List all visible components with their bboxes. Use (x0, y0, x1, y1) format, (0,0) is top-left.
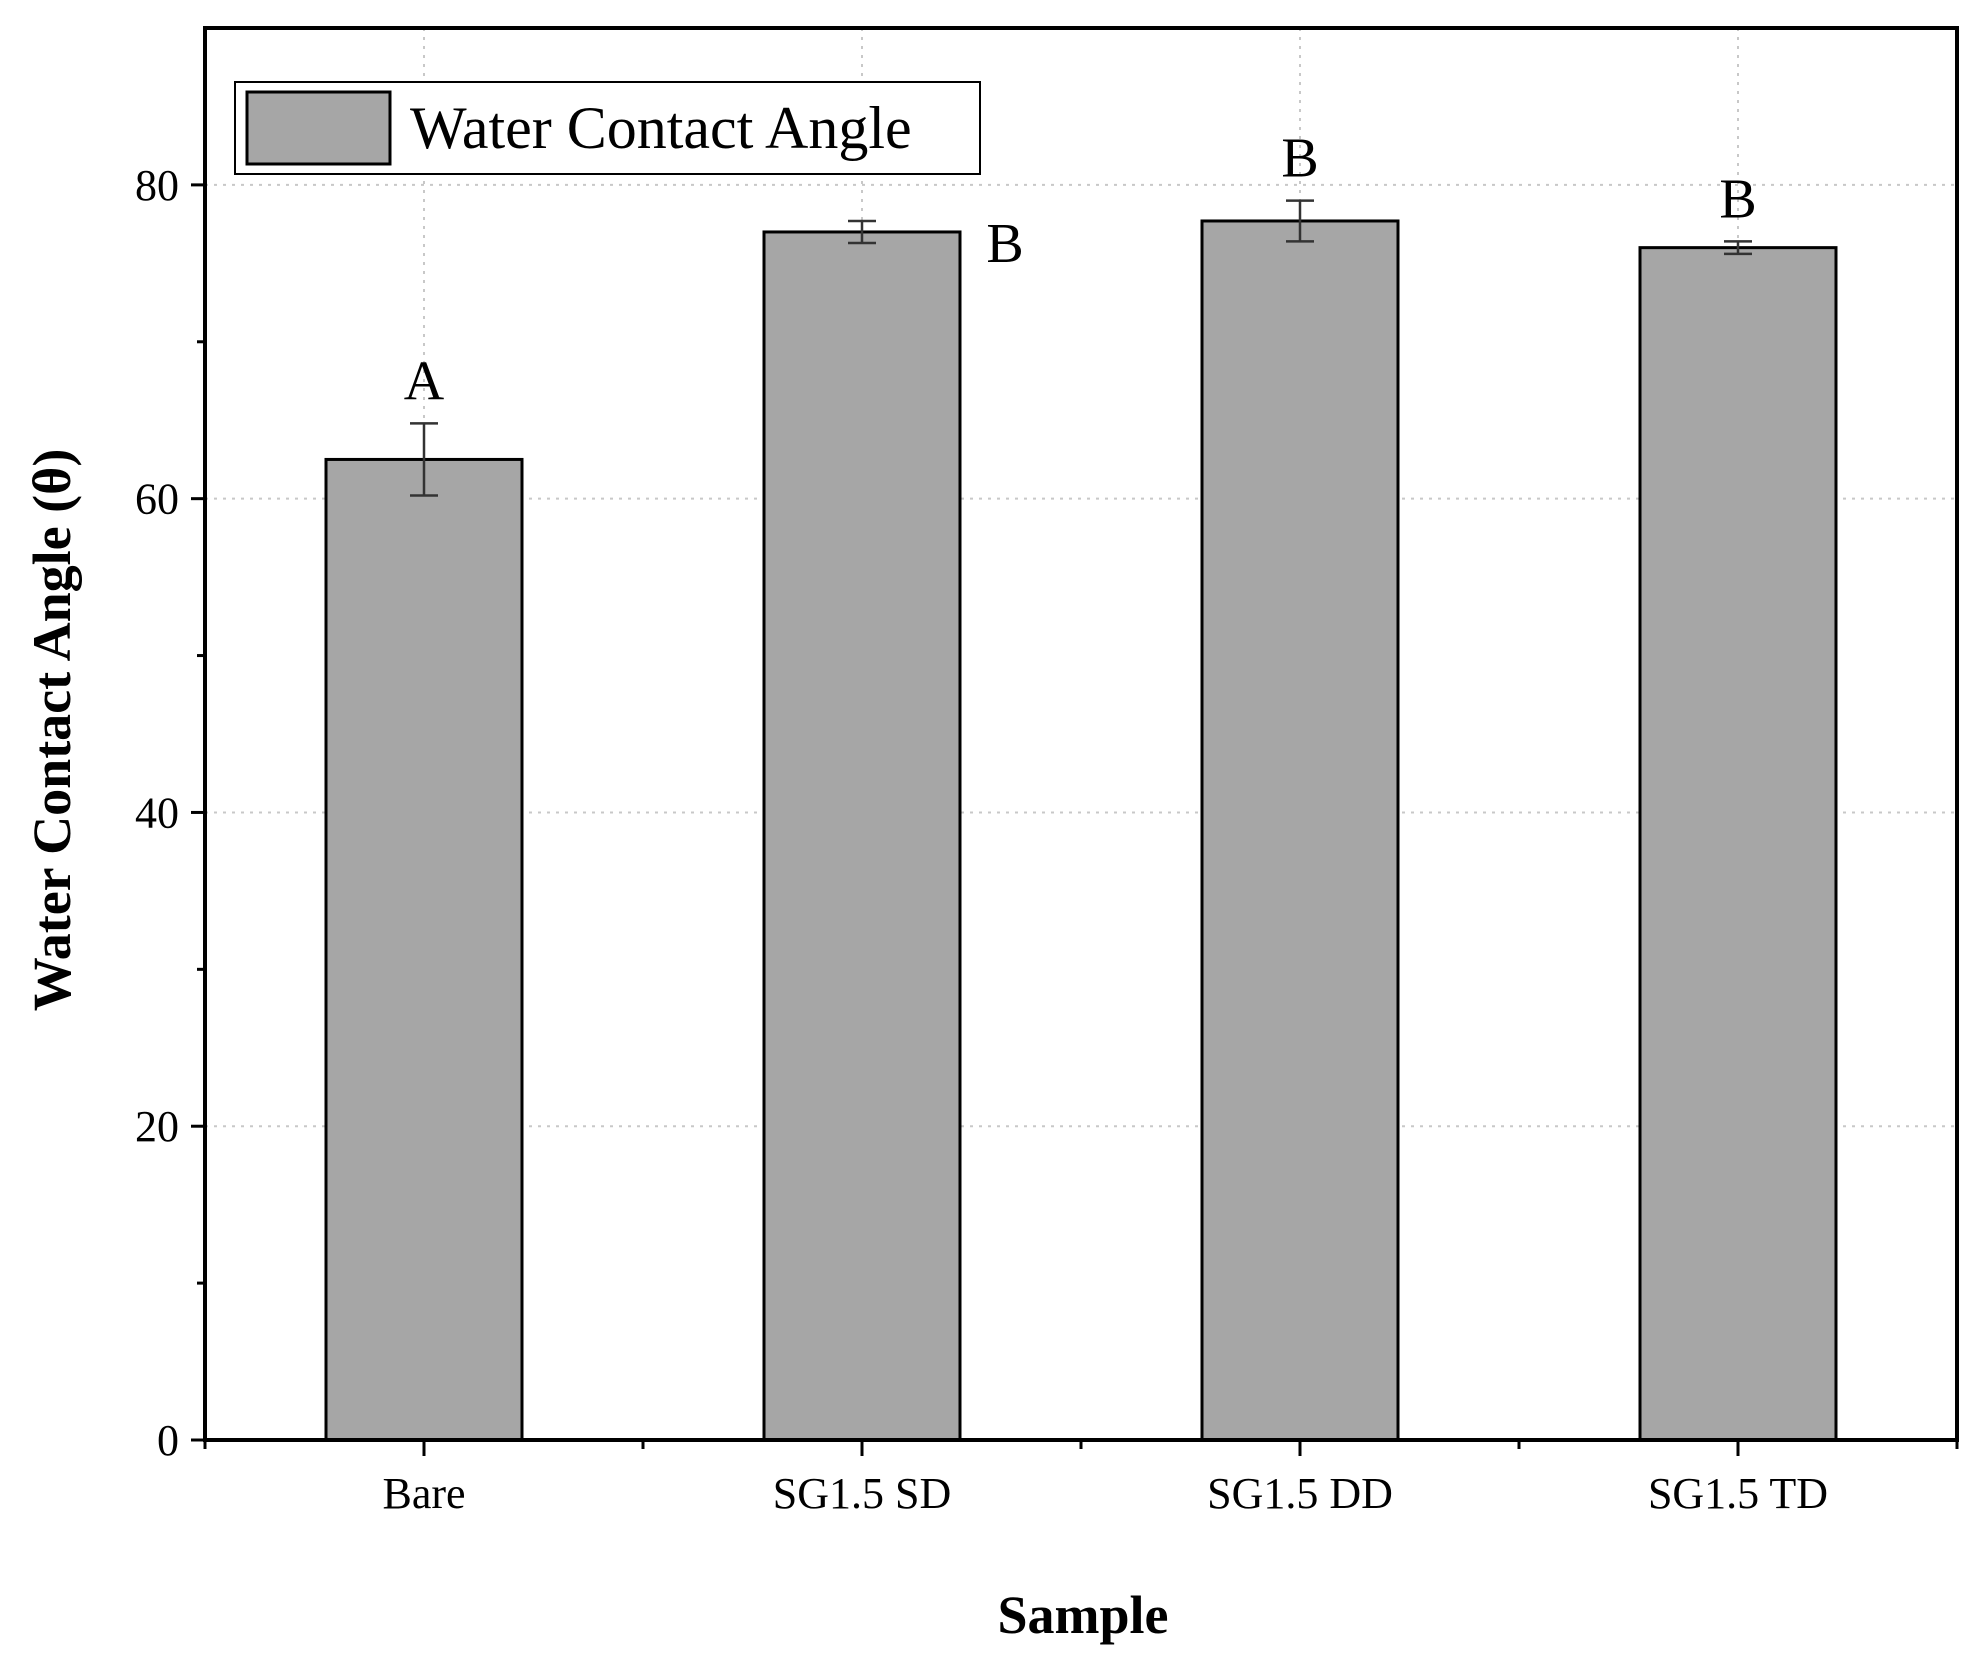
y-tick-label: 20 (135, 1102, 179, 1151)
group-letters-layer: A B B B (404, 128, 1757, 413)
group-letter: A (404, 350, 445, 412)
y-axis-title: Water Contact Angle (θ) (22, 449, 82, 1012)
x-tick-label: SG1.5 SD (773, 1469, 952, 1518)
y-tick-label: 40 (135, 788, 179, 837)
bar (324, 457, 524, 1442)
bar (1638, 246, 1838, 1442)
y-tick-label: 0 (157, 1416, 179, 1465)
x-tick-label: SG1.5 DD (1207, 1469, 1393, 1518)
group-letter: B (1719, 168, 1756, 230)
bar (762, 230, 962, 1442)
error-bars-layer (410, 199, 1752, 497)
bars-layer (324, 219, 1838, 1442)
group-letter: B (1281, 128, 1318, 190)
legend-swatch (245, 90, 392, 166)
y-tick-label: 80 (135, 161, 179, 210)
legend-entry-label: Water Contact Angle (410, 95, 912, 161)
x-axis-title: Sample (997, 1585, 1168, 1645)
y-tick-label: 60 (135, 475, 179, 524)
x-tick-label: Bare (382, 1469, 465, 1518)
axes-layer: 0 20 40 60 80 Bare SG1.5 SD SG1.5 DD SG1.5 TD (135, 26, 1959, 1518)
group-letter: B (986, 213, 1023, 275)
legend: Water Contact Angle (234, 81, 981, 175)
x-tick-label: SG1.5 TD (1648, 1469, 1828, 1518)
bar (1200, 219, 1400, 1442)
